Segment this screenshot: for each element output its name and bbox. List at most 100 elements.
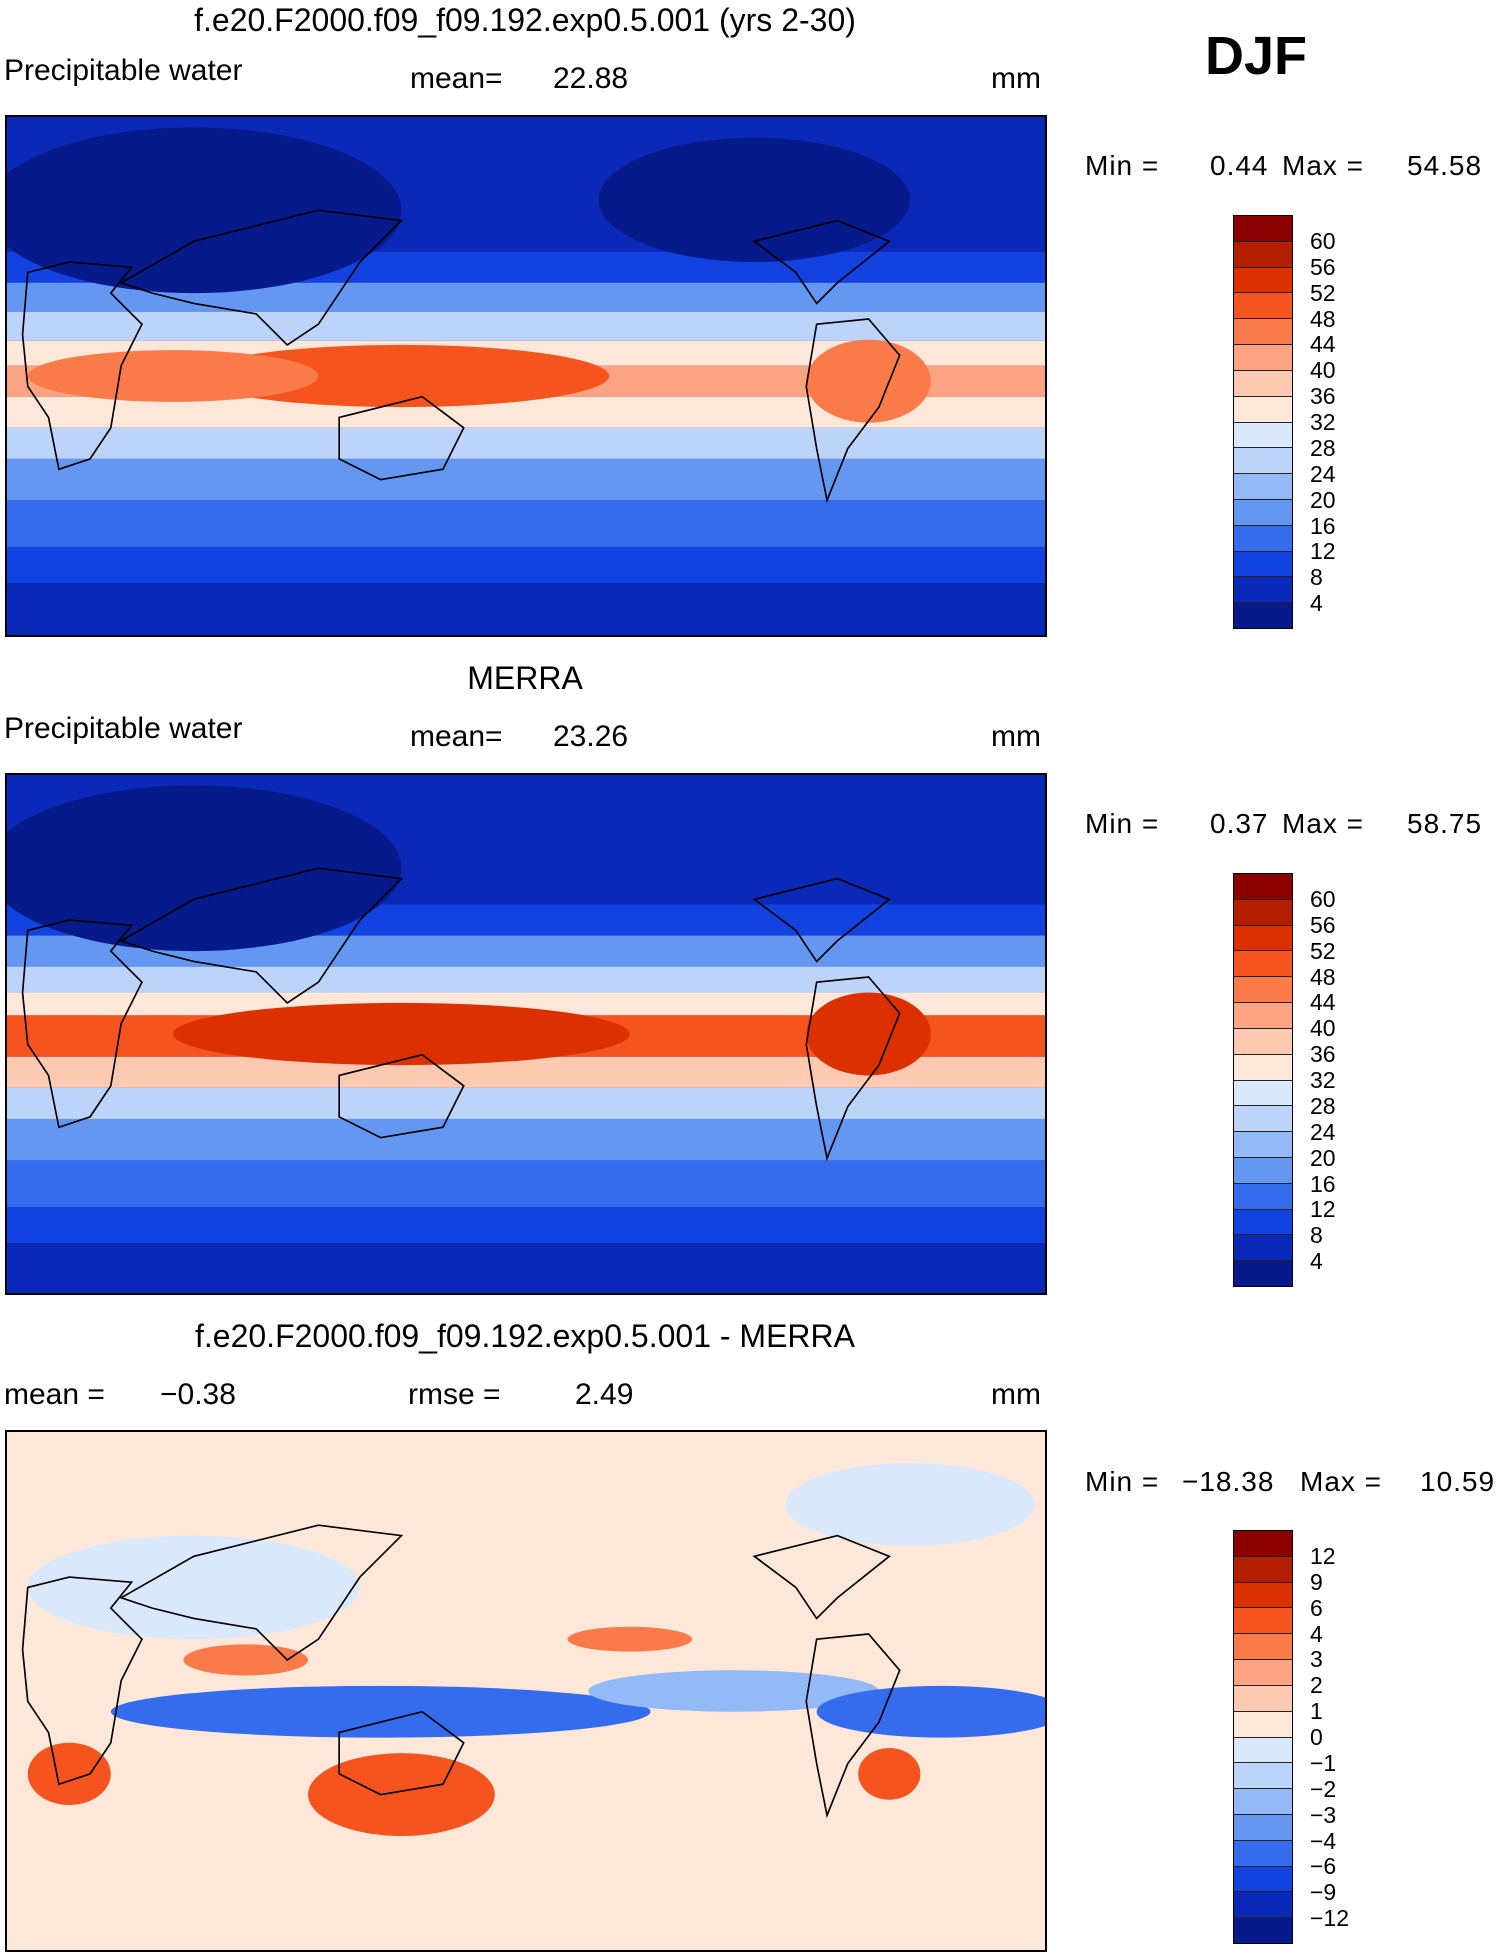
panel1-units: mm: [991, 62, 1041, 95]
panel1-colorbar-tick-label: 56: [1310, 253, 1336, 280]
panel2-mean-value: 23.26: [553, 720, 629, 753]
panel1-colorbar-tick-label: 44: [1310, 331, 1336, 358]
panel1-colorbar-swatch: [1234, 422, 1292, 449]
panel1-max-value: 54.58: [1407, 150, 1483, 181]
panel2-colorbar-swatch: [1234, 1209, 1292, 1236]
panel1-colorbar-swatch: [1234, 267, 1292, 294]
panel3-colorbar-swatch: [1234, 1892, 1292, 1919]
panel2-colorbar-tick-label: 40: [1310, 1015, 1336, 1042]
panel1-colorbar-tick-label: 36: [1310, 383, 1336, 410]
panel3-rmse-value: 2.49: [575, 1378, 634, 1411]
panel3-colorbar-tick-label: 1: [1310, 1698, 1323, 1725]
season-label: DJF: [1205, 26, 1308, 86]
panel1-colorbar-swatch: [1234, 499, 1292, 526]
panel2-colorbar-tick-label: 24: [1310, 1118, 1336, 1145]
panel2-colorbar-swatch: [1234, 1106, 1292, 1133]
panel2-colorbar-tick-label: 8: [1310, 1222, 1323, 1249]
panel1-colorbar-swatch: [1234, 396, 1292, 423]
panel2-colorbar-tick-label: 36: [1310, 1041, 1336, 1068]
panel1-colorbar-tick-label: 48: [1310, 305, 1336, 332]
panel1-colorbar-tick-label: 12: [1310, 538, 1336, 565]
panel2-colorbar-swatch: [1234, 899, 1292, 926]
panel3-colorbar-swatch: [1234, 1737, 1292, 1764]
panel2-title: MERRA: [467, 660, 583, 696]
panel2-colorbar-tick-label: 60: [1310, 885, 1336, 912]
panel3-colorbar-swatch: [1234, 1556, 1292, 1583]
panel3-map: [5, 1430, 1047, 1952]
panel2-colorbar-swatch: [1234, 1183, 1292, 1210]
panel3-colorbar-tick-label: −2: [1310, 1775, 1337, 1802]
panel3-colorbar-tick-label: −12: [1310, 1905, 1350, 1932]
panel1-colorbar-swatch: [1234, 448, 1292, 475]
panel2-colorbar-swatch: [1234, 874, 1292, 900]
panel1-colorbar-swatch: [1234, 603, 1292, 628]
panel2-colorbar-swatch: [1234, 925, 1292, 952]
panel1-colorbar-swatch: [1234, 293, 1292, 320]
panel2-variable-label: Precipitable water: [4, 712, 243, 745]
panel3-colorbar-swatch: [1234, 1634, 1292, 1661]
panel3-rmse-label: rmse =: [408, 1378, 501, 1411]
panel3-units: mm: [991, 1378, 1041, 1411]
panel3-colorbar-swatch: [1234, 1531, 1292, 1557]
panel2-colorbar-swatch: [1234, 1080, 1292, 1107]
panel3-colorbar-tick-label: −6: [1310, 1853, 1337, 1880]
panel2-max-label: Max =: [1282, 808, 1365, 839]
panel1-min-label: Min =: [1085, 150, 1160, 181]
panel1-title: f.e20.F2000.f09_f09.192.exp0.5.001 (yrs …: [194, 2, 856, 38]
panel3-mean-value: −0.38: [160, 1378, 236, 1411]
panel2-colorbar-swatch: [1234, 951, 1292, 978]
panel2-colorbar-swatch: [1234, 1157, 1292, 1184]
panel2-colorbar-tick-label: 4: [1310, 1248, 1323, 1275]
panel1-max-label: Max =: [1282, 150, 1365, 181]
panel3-colorbar-tick-label: −3: [1310, 1801, 1337, 1828]
panel1-map: [5, 115, 1047, 637]
panel2-colorbar-swatch: [1234, 1235, 1292, 1262]
panel3-colorbar-tick-label: −4: [1310, 1827, 1337, 1854]
panel3-colorbar-tick-label: −9: [1310, 1879, 1337, 1906]
panel3-colorbar-tick-label: 0: [1310, 1724, 1323, 1750]
panel3-colorbar-swatch: [1234, 1711, 1292, 1738]
panel3-colorbar-swatch: [1234, 1685, 1292, 1712]
panel1-colorbar-swatch: [1234, 551, 1292, 578]
panel2-min-value: 0.37: [1210, 808, 1269, 839]
panel1-colorbar-tick-label: 40: [1310, 357, 1336, 384]
panel1-colorbar-tick-label: 28: [1310, 434, 1336, 461]
panel2-min-label: Min =: [1085, 808, 1160, 839]
panel2-colorbar-swatch: [1234, 1028, 1292, 1055]
panel3-colorbar-swatch: [1234, 1763, 1292, 1790]
panel1-colorbar-swatch: [1234, 370, 1292, 397]
panel1-colorbar-tick-label: 32: [1310, 409, 1336, 435]
panel3-colorbar-tick-label: −1: [1310, 1749, 1337, 1776]
panel3-min-label: Min =: [1085, 1466, 1160, 1497]
panel2-colorbar-swatch: [1234, 1261, 1292, 1286]
panel2-colorbar-tick-label: 56: [1310, 911, 1336, 938]
panel3-colorbar-swatch: [1234, 1608, 1292, 1635]
panel3-max-value: 10.59: [1420, 1466, 1496, 1497]
panel2-colorbar-tick-label: 48: [1310, 963, 1336, 990]
panel1-colorbar-swatch: [1234, 525, 1292, 552]
panel2-units: mm: [991, 720, 1041, 753]
panel2-colorbar-tick-label: 28: [1310, 1092, 1336, 1119]
panel3-colorbar-swatch: [1234, 1840, 1292, 1867]
panel2-colorbar-tick-label: 16: [1310, 1170, 1336, 1197]
panel1-colorbar-swatch: [1234, 241, 1292, 268]
panel2-colorbar-swatch: [1234, 1132, 1292, 1158]
panel2-map: [5, 773, 1047, 1295]
panel1-colorbar-swatch: [1234, 345, 1292, 371]
panel3-colorbar-tick-label: 9: [1310, 1568, 1323, 1595]
panel3-colorbar-tick-label: 4: [1310, 1620, 1323, 1647]
panel2-colorbar-swatch: [1234, 1003, 1292, 1029]
panel2-colorbar: [1233, 873, 1293, 1287]
panel1-colorbar-tick-label: 4: [1310, 590, 1323, 617]
panel2-map-svg: [7, 775, 1045, 1293]
panel3-colorbar-swatch: [1234, 1660, 1292, 1686]
panel1-colorbar-tick-label: 8: [1310, 564, 1323, 591]
panel3-title: f.e20.F2000.f09_f09.192.exp0.5.001 - MER…: [195, 1318, 855, 1354]
panel3-colorbar-tick-label: 12: [1310, 1542, 1336, 1569]
panel2-colorbar-tick-label: 20: [1310, 1144, 1336, 1171]
panel3-map-svg: [7, 1432, 1045, 1950]
panel3-colorbar-swatch: [1234, 1582, 1292, 1609]
panel1-colorbar-swatch: [1234, 577, 1292, 604]
panel1-map-svg: [7, 117, 1045, 635]
panel1-mean-label: mean=: [410, 62, 503, 95]
